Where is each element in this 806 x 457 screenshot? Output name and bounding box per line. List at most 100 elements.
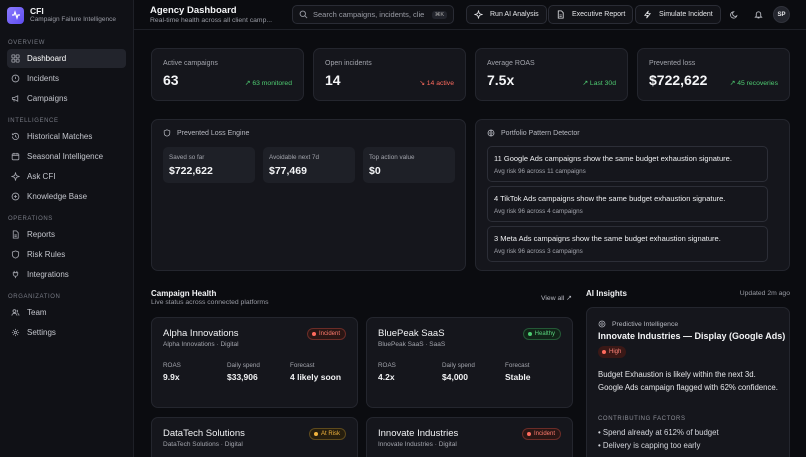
sidebar-nav: OVERVIEW Dashboard Incidents Campaigns INTEL… xyxy=(0,40,133,342)
predictive-intelligence-kicker: Predictive Intelligence xyxy=(598,320,678,328)
stat-trend: ↗ 63 monitored xyxy=(244,80,292,87)
sidebar-item-knowledge-base[interactable]: Knowledge Base xyxy=(7,187,126,206)
ai-insights-updated: Updated 2m ago xyxy=(739,290,790,297)
top-bar: Agency Dashboard Real-time health across… xyxy=(134,0,806,30)
severity-badge: High xyxy=(598,346,627,358)
search-input[interactable]: Search campaigns, incidents, clie ⌘K xyxy=(292,5,454,24)
sparkle-icon xyxy=(10,172,20,182)
factor-item: • Spend already at 612% of budget xyxy=(598,428,719,437)
tile-label: Avoidable next 7d xyxy=(269,154,319,161)
campaign-name: DataTech Solutions xyxy=(163,428,245,439)
shield-icon xyxy=(163,129,171,137)
avatar[interactable]: SP xyxy=(773,6,790,23)
sidebar-item-team[interactable]: Team xyxy=(7,303,126,322)
run-ai-analysis-label: Run AI Analysis xyxy=(490,11,539,18)
sidebar-item-label: Risk Rules xyxy=(27,250,66,259)
stat-label: Open incidents xyxy=(325,60,372,67)
tile-label: Saved so far xyxy=(169,154,205,161)
sparkle-icon xyxy=(474,10,483,19)
sidebar-item-seasonal-intelligence[interactable]: Seasonal Intelligence xyxy=(7,147,126,166)
globe-icon xyxy=(487,129,495,137)
contributing-factors-heading: CONTRIBUTING FACTORS xyxy=(598,416,686,422)
sidebar-item-label: Seasonal Intelligence xyxy=(27,152,104,161)
file-icon xyxy=(557,10,564,19)
calendar-icon xyxy=(10,152,20,162)
stat-value: 63 xyxy=(163,72,179,88)
search-icon xyxy=(299,10,308,19)
factor-item: • Delivery is capping too early xyxy=(598,441,701,450)
status-badge: Incident xyxy=(306,328,346,340)
status-badge: Healthy xyxy=(522,328,561,340)
brand[interactable]: CFI Campaign Failure Intelligence xyxy=(0,0,133,30)
campaign-card-bluepeak-saas[interactable]: BluePeak SaaS BluePeak SaaS · SaaS Healt… xyxy=(366,317,573,408)
campaign-card-datatech-solutions[interactable]: DataTech Solutions DataTech Solutions · … xyxy=(151,417,358,457)
sidebar-item-historical-matches[interactable]: Historical Matches xyxy=(7,127,126,146)
sidebar-item-label: Team xyxy=(27,308,47,317)
campaign-name: Innovate Industries xyxy=(378,428,459,439)
sidebar-item-integrations[interactable]: Integrations xyxy=(7,265,126,284)
stat-trend: ↘ 14 active xyxy=(419,80,454,87)
pattern-sub: Avg risk 96 across 11 campaigns xyxy=(494,168,586,175)
stat-trend: ↗ Last 30d xyxy=(582,80,616,87)
sidebar-item-dashboard[interactable]: Dashboard xyxy=(7,49,126,68)
tile-value: $0 xyxy=(369,165,381,177)
page-title: Agency Dashboard xyxy=(150,4,237,16)
pattern-sub: Avg risk 96 across 3 campaigns xyxy=(494,248,583,255)
pattern-title: 3 Meta Ads campaigns show the same budge… xyxy=(494,234,721,243)
pattern-item[interactable]: 4 TikTok Ads campaigns show the same bud… xyxy=(487,186,768,222)
avoidable-next-7d-tile: Avoidable next 7d $77,469 xyxy=(263,147,355,183)
tile-value: $722,622 xyxy=(169,165,213,177)
campaign-card-alpha-innovations[interactable]: Alpha Innovations Alpha Innovations · Di… xyxy=(151,317,358,408)
sidebar-item-label: Knowledge Base xyxy=(27,192,88,201)
notifications-bell-icon[interactable] xyxy=(751,7,766,22)
nav-section-title: ORGANIZATION xyxy=(8,294,61,300)
book-icon xyxy=(10,192,20,202)
campaign-sub: Alpha Innovations · Digital xyxy=(163,341,239,348)
pattern-title: 4 TikTok Ads campaigns show the same bud… xyxy=(494,194,726,203)
brand-subtitle: Campaign Failure Intelligence xyxy=(30,16,116,23)
panel-title: Portfolio Pattern Detector xyxy=(487,129,580,137)
campaign-name: Alpha Innovations xyxy=(163,328,239,339)
campaign-card-innovate-industries[interactable]: Innovate Industries Innovate Industries … xyxy=(366,417,573,457)
nav-section-title: OVERVIEW xyxy=(8,40,46,46)
sidebar-item-label: Ask CFI xyxy=(27,172,56,181)
sidebar: CFI Campaign Failure Intelligence OVERVI… xyxy=(0,0,134,457)
pattern-item[interactable]: 11 Google Ads campaigns show the same bu… xyxy=(487,146,768,182)
sidebar-item-ask-cfi[interactable]: Ask CFI xyxy=(7,167,126,186)
view-all-link[interactable]: View all ↗ xyxy=(541,295,572,302)
search-placeholder: Search campaigns, incidents, clie xyxy=(313,10,425,19)
ai-insights-title: AI Insights xyxy=(586,289,627,298)
run-ai-analysis-button[interactable]: Run AI Analysis xyxy=(466,5,547,24)
brand-title: CFI xyxy=(30,6,44,16)
gear-icon xyxy=(10,328,20,338)
pattern-item[interactable]: 3 Meta Ads campaigns show the same budge… xyxy=(487,226,768,262)
executive-report-button[interactable]: Executive Report xyxy=(548,5,634,24)
pattern-sub: Avg risk 96 across 4 campaigns xyxy=(494,208,583,215)
campaign-health-subtitle: Live status across connected platforms xyxy=(151,299,269,306)
insight-title: Innovate Industries — Display (Google Ad… xyxy=(598,331,786,341)
sidebar-item-reports[interactable]: Reports xyxy=(7,225,126,244)
simulate-incident-button[interactable]: Simulate Incident xyxy=(635,5,721,24)
stat-label: Prevented loss xyxy=(649,60,696,67)
stat-value: $722,622 xyxy=(649,72,708,88)
executive-report-label: Executive Report xyxy=(572,11,626,18)
campaign-name: BluePeak SaaS xyxy=(378,328,445,339)
roas-metric: ROAS 9.9x xyxy=(163,362,181,382)
stat-card-open-incidents: Open incidents 14 ↘ 14 active xyxy=(313,48,466,101)
stat-label: Active campaigns xyxy=(163,60,218,67)
sidebar-item-risk-rules[interactable]: Risk Rules xyxy=(7,245,126,264)
prevented-loss-engine-panel: Prevented Loss Engine Saved so far $722,… xyxy=(151,119,466,271)
status-badge: Incident xyxy=(521,428,561,440)
sidebar-item-label: Incidents xyxy=(27,74,60,83)
nav-section-title: OPERATIONS xyxy=(8,216,53,222)
sidebar-item-campaigns[interactable]: Campaigns xyxy=(7,89,126,108)
theme-toggle-moon-icon[interactable] xyxy=(727,7,742,22)
plug-icon xyxy=(10,270,20,280)
shield-icon xyxy=(10,250,20,260)
stat-value: 14 xyxy=(325,72,341,88)
ai-insight-card[interactable]: Predictive Intelligence Innovate Industr… xyxy=(586,307,790,457)
users-icon xyxy=(10,308,20,318)
insight-body: Budget Exhaustion is likely within the n… xyxy=(598,370,778,392)
sidebar-item-incidents[interactable]: Incidents xyxy=(7,69,126,88)
sidebar-item-settings[interactable]: Settings xyxy=(7,323,126,342)
